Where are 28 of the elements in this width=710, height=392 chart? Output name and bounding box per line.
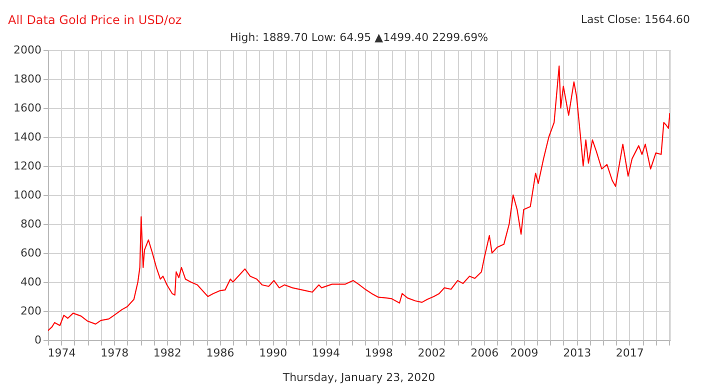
y-tick-label: 600: [20, 246, 42, 260]
text: Last Close: 1564.60: [580, 13, 690, 26]
text: Thursday, January 23, 2020: [282, 371, 436, 384]
x-tick-label: 1974: [48, 346, 76, 360]
line-series: [48, 66, 670, 332]
x-tick-label: 1994: [312, 346, 340, 360]
chart-title: All Data Gold Price in USD/oz: [8, 13, 182, 27]
x-tick-label: 2009: [510, 346, 538, 360]
y-tick-label: 2000: [14, 44, 42, 56]
y-tick-label: 400: [20, 276, 42, 288]
y-tick-label: 800: [20, 218, 42, 230]
x-tick-label: 2017: [616, 346, 644, 360]
y-tick-label: 1400: [14, 130, 42, 144]
y-tick-label: 200: [20, 304, 42, 318]
x-tick-label: 2006: [470, 346, 499, 360]
y-tick-label: 1000: [14, 188, 42, 202]
y-tick-label: 0: [34, 334, 42, 346]
chart-subtitle: High: 1889.70 Low: 64.95 ▲1499.40 2299.69%: [230, 31, 488, 44]
x-tick-label: 1986: [206, 346, 234, 360]
x-tick-label: 2002: [418, 346, 446, 360]
y-tick-label: 1200: [14, 160, 42, 172]
x-tick-label: 1990: [259, 346, 288, 360]
x-tick-label: 1982: [153, 346, 182, 360]
x-tick-label: 1998: [364, 346, 393, 360]
y-tick-label: 1800: [14, 72, 42, 86]
y-tick-label: 1600: [14, 102, 42, 114]
x-tick-label: 2013: [563, 346, 592, 360]
x-tick-label: 1978: [100, 346, 129, 360]
